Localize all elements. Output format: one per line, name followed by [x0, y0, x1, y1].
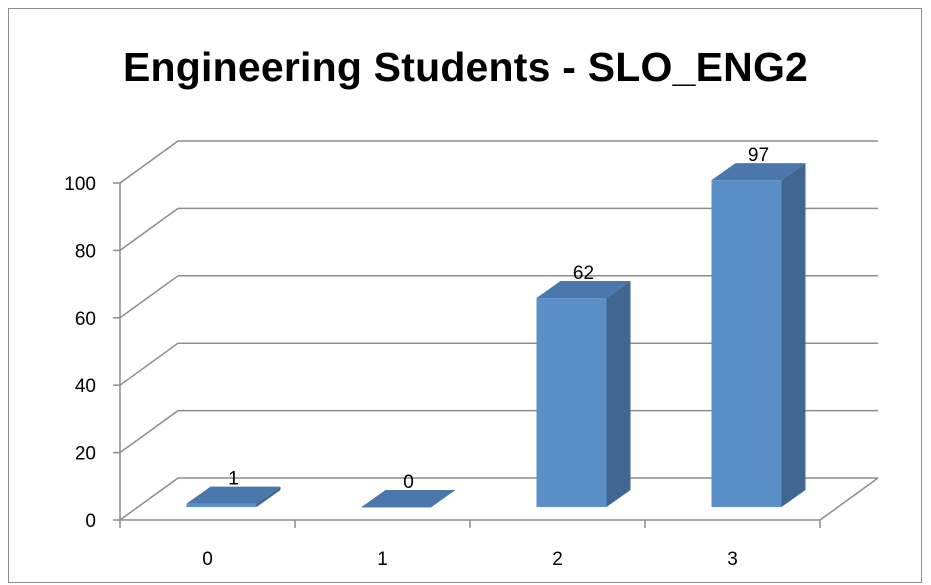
bar-top-face — [711, 163, 806, 181]
gridline-side-60 — [119, 275, 179, 319]
data-label: 62 — [573, 263, 594, 284]
bar-front-face — [711, 180, 782, 508]
data-label: 1 — [228, 469, 239, 490]
gridline-side-80 — [119, 207, 179, 252]
bar-front-face — [186, 503, 257, 507]
bar-side-face — [256, 486, 281, 507]
bars-layer — [186, 163, 806, 508]
y-tick-label: 100 — [64, 174, 96, 195]
bar-3 — [711, 163, 806, 508]
bar-side-face — [781, 163, 806, 508]
x-tick-label: 1 — [377, 549, 388, 570]
data-label: 97 — [748, 145, 769, 166]
floor-right-edge — [819, 477, 879, 521]
x-tick-label: 0 — [202, 549, 213, 570]
gridline-side-40 — [119, 342, 179, 386]
bar-side-face — [606, 281, 631, 507]
bar-top-face — [361, 490, 456, 507]
y-tick-label: 0 — [85, 511, 96, 532]
bar-1 — [361, 490, 456, 508]
bar-0 — [186, 486, 281, 507]
axis-layer — [113, 182, 821, 528]
bar-front-face — [536, 298, 607, 507]
y-tick-label: 60 — [75, 309, 96, 330]
bar-top-face — [536, 281, 631, 299]
x-tick-label: 3 — [727, 549, 738, 570]
bar-2 — [536, 281, 631, 507]
gridline-side-0 — [119, 477, 179, 521]
gridline-side-100 — [119, 140, 179, 184]
y-tick-label: 40 — [75, 376, 96, 397]
data-label: 0 — [403, 472, 414, 493]
bar-top-face — [186, 486, 281, 504]
x-tick-label: 2 — [552, 549, 563, 570]
gridline-side-20 — [119, 409, 179, 454]
bar-front-face — [361, 507, 432, 508]
chart-title: Engineering Students - SLO_ENG2 — [122, 44, 809, 90]
y-tick-label: 80 — [75, 241, 96, 262]
y-tick-label: 20 — [75, 444, 96, 465]
